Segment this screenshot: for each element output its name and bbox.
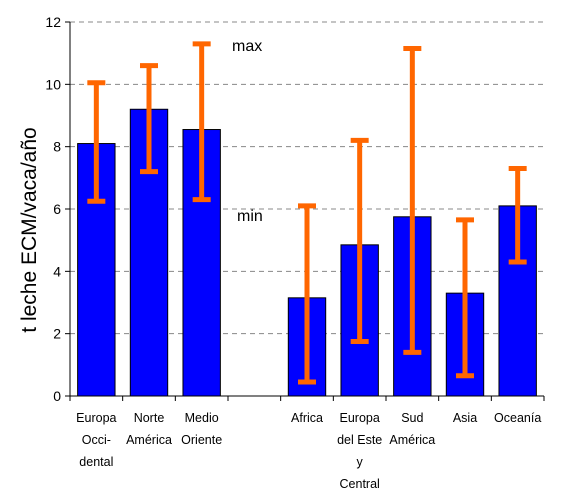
x-category-label: Oceanía	[494, 411, 541, 425]
x-category-label: Occi-	[82, 433, 111, 447]
y-tick-label: 10	[45, 76, 61, 92]
x-category-label: del Este	[337, 433, 382, 447]
error-bar	[403, 45, 422, 355]
y-tick-label: 0	[53, 388, 61, 404]
x-category-label: dental	[79, 455, 113, 469]
error-bars	[87, 41, 527, 385]
error-bar	[87, 80, 106, 204]
x-category-label: América	[126, 433, 172, 447]
y-tick-label: 12	[45, 14, 61, 30]
x-category-label: América	[389, 433, 435, 447]
annotation-min: min	[237, 208, 263, 225]
x-category-label: y	[357, 455, 364, 469]
x-category-label: Sud	[401, 411, 423, 425]
bars	[77, 108, 537, 397]
x-category-label: Medio	[185, 411, 219, 425]
y-tick-labels: 0 2 4 6 8 10 12	[45, 14, 61, 404]
x-category-label: Norte	[134, 411, 165, 425]
error-bar	[192, 41, 211, 203]
error-bar	[508, 165, 527, 265]
error-bar	[456, 217, 474, 379]
y-tick-label: 8	[53, 139, 61, 155]
y-tick-label: 6	[53, 201, 61, 217]
x-category-label: Oriente	[181, 433, 222, 447]
error-bar	[350, 137, 369, 344]
error-bar	[298, 203, 316, 385]
annotation-max: max	[232, 38, 262, 55]
y-axis-label: t leche ECM/vaca/año	[18, 127, 41, 332]
error-bar	[140, 63, 158, 175]
y-tick-label: 2	[53, 326, 61, 342]
x-category-label: Central	[340, 477, 380, 491]
x-category-label: Asia	[453, 411, 477, 425]
x-category-label: Africa	[291, 411, 323, 425]
y-tick-label: 4	[53, 263, 61, 279]
x-category-label: Europa	[76, 411, 116, 425]
x-category-label: Europa	[340, 411, 380, 425]
axes	[65, 21, 545, 401]
x-category-labels: Europa Occi-dental Norte América Medio Orient…	[76, 411, 541, 491]
